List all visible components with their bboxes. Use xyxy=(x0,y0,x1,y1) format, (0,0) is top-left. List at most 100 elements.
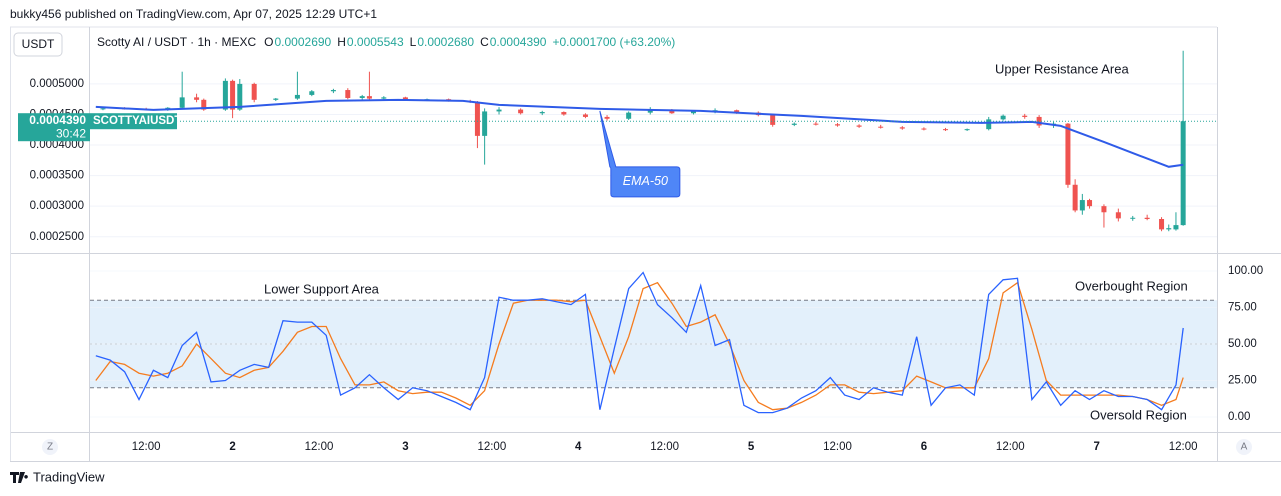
candle-body xyxy=(518,109,524,114)
logo-text: TradingView xyxy=(33,469,105,484)
candle-body xyxy=(474,102,480,136)
y-tick-label: 0.0002500 xyxy=(30,231,84,243)
candle-body xyxy=(647,110,653,113)
candle-body xyxy=(402,97,408,100)
candle-body xyxy=(856,125,862,127)
y-tick-label: 50.00 xyxy=(1228,338,1257,350)
logo: TradingView xyxy=(10,469,105,484)
ohlc-value: 0.0002690 xyxy=(275,35,332,49)
candle-body xyxy=(669,110,675,114)
labels: 12:00 2 12:00 3 12:00 4 12:00 5 12:00 6 12:00 7 12:0… xyxy=(18,35,1263,453)
candle-body xyxy=(1180,121,1186,226)
candle-body xyxy=(100,108,106,110)
candle-body xyxy=(273,98,279,100)
logo-mark xyxy=(10,472,28,483)
candle-body xyxy=(1087,200,1093,207)
candle-body xyxy=(921,128,927,130)
candle-body xyxy=(1130,217,1136,219)
stoch-line xyxy=(95,271,1184,414)
callout-box xyxy=(599,110,681,198)
x-tick-label: 3 xyxy=(402,441,408,453)
candle-body xyxy=(604,116,610,119)
candle-body xyxy=(309,91,315,95)
candle-body xyxy=(1065,123,1071,185)
ohlc-value: 0.0002680 xyxy=(417,35,474,49)
candle-body xyxy=(1000,115,1006,120)
symbol-tag: SCOTTYAIUSDT xyxy=(93,115,181,127)
candle-body xyxy=(943,129,949,131)
currency-button[interactable] xyxy=(13,32,63,57)
ohlc-key: L xyxy=(410,35,417,49)
candle-body xyxy=(251,83,257,100)
candle-body xyxy=(1101,206,1107,213)
y-tick-label: 0.0003000 xyxy=(30,200,84,212)
publisher-note: bukky456 published on TradingView.com, A… xyxy=(10,7,377,21)
x-tick-label: 12:00 xyxy=(996,441,1025,453)
candle-body xyxy=(482,111,488,136)
callout-text: EMA-50 xyxy=(623,174,668,188)
candle-body xyxy=(330,90,336,92)
candle-body xyxy=(201,99,207,110)
candle-body xyxy=(496,109,502,112)
candle-body xyxy=(964,129,970,131)
y-tick-label: 0.0003500 xyxy=(30,170,84,182)
candle-body xyxy=(230,80,236,110)
ohlc-key: O xyxy=(264,35,273,49)
symbol-tag-box xyxy=(90,113,177,130)
z-button[interactable] xyxy=(42,439,58,455)
change-value: +0.0001700 (+63.20%) xyxy=(552,35,675,49)
candle-body xyxy=(359,96,365,98)
x-tick-label: 12:00 xyxy=(305,441,334,453)
ohlc-value: 0.0004390 xyxy=(490,35,547,49)
stoch-line xyxy=(95,281,1184,411)
x-tick-label: 7 xyxy=(1094,441,1100,453)
candle-body xyxy=(899,127,905,129)
candle-body xyxy=(690,111,696,114)
x-tick-label: 6 xyxy=(921,441,927,453)
candle-body xyxy=(770,115,776,125)
frame xyxy=(10,26,1281,462)
x-tick-label: 4 xyxy=(575,441,582,453)
symbol-title: Scotty AI / USDT · 1h · MEXC xyxy=(97,35,256,49)
marks xyxy=(90,50,1217,414)
candle-body xyxy=(734,110,740,113)
z-button-label[interactable]: Z xyxy=(47,442,53,453)
y-tick-label: 100.00 xyxy=(1228,265,1263,277)
candle-body xyxy=(1079,200,1085,211)
a-button[interactable] xyxy=(1236,439,1252,455)
candle-body xyxy=(366,96,372,99)
candle-body xyxy=(1036,116,1042,126)
x-tick-label: 12:00 xyxy=(132,441,161,453)
candle-body xyxy=(539,112,545,114)
annotation: Overbought Region xyxy=(1075,278,1188,293)
x-tick-label: 5 xyxy=(748,441,755,453)
candle-body xyxy=(345,90,351,98)
candle-body xyxy=(986,119,992,130)
a-button-label[interactable]: A xyxy=(1241,442,1248,453)
candle-body xyxy=(1022,115,1028,117)
candle-body xyxy=(1072,184,1078,211)
last-price-label: 0.0004390 xyxy=(29,113,86,127)
candle-body xyxy=(194,97,200,100)
countdown: 30:42 xyxy=(56,126,86,140)
ohlc-value: 0.0005543 xyxy=(347,35,404,49)
candle-body xyxy=(813,123,819,125)
x-tick-label: 12:00 xyxy=(477,441,506,453)
candle-body xyxy=(1166,228,1172,230)
annotation: Oversold Region xyxy=(1090,407,1187,422)
currency-button-label[interactable]: USDT xyxy=(22,37,55,51)
candle-body xyxy=(561,112,567,115)
x-tick-label: 12:00 xyxy=(1169,441,1198,453)
ohlc-key: H xyxy=(337,35,346,49)
last-price-box xyxy=(18,113,90,142)
annotation: Lower Support Area xyxy=(264,281,380,296)
candle-body xyxy=(582,114,588,117)
ohlc-key: C xyxy=(480,35,489,49)
candle-body xyxy=(834,124,840,126)
candle-body xyxy=(237,83,243,110)
x-tick-label: 2 xyxy=(229,441,235,453)
y-tick-label: 25.00 xyxy=(1228,375,1257,387)
